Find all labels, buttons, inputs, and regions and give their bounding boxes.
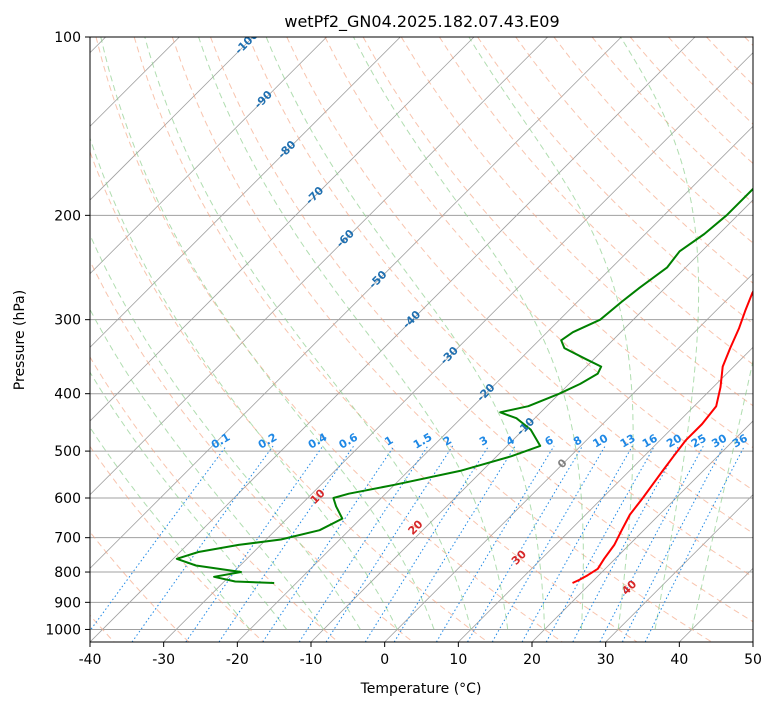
x-tick-label: -20 (226, 652, 249, 668)
moist-adiabat-line (468, 37, 634, 630)
dry-adiabat-line (90, 445, 264, 642)
moist-adiabat-line (265, 37, 546, 630)
dry-adiabat-line (95, 37, 563, 642)
mixing-ratio-line (364, 445, 490, 642)
mixing-ratio-line (325, 445, 454, 642)
y-tick-label: 700 (54, 531, 81, 547)
moist-adiabat-line (198, 37, 509, 630)
x-tick-label: -30 (152, 652, 175, 668)
y-tick-label: 600 (54, 491, 81, 507)
mixing-ratio-line (621, 445, 725, 642)
dry-adiabat-line (248, 37, 753, 578)
moist-adiabat-line (100, 37, 435, 630)
x-tick-label: 20 (523, 652, 541, 668)
moist-adiabat-line (90, 426, 251, 630)
dry-adiabat-line (133, 37, 638, 642)
y-tick-label: 100 (54, 30, 81, 46)
isotherm-line (90, 37, 548, 496)
mixing-ratio-line (644, 445, 746, 642)
mixing-ratio-line (467, 445, 584, 642)
moist-adiabat-line (620, 37, 700, 630)
isotherm-line (90, 37, 254, 201)
x-tick-label: 40 (670, 652, 688, 668)
y-tick-label: 900 (54, 595, 81, 611)
temperature-profile-line (572, 289, 753, 584)
isotherm-line (90, 37, 475, 422)
isotherm-line (384, 273, 753, 642)
isotherm-line (605, 494, 753, 642)
moist-adiabat-line (90, 233, 361, 630)
isotherm-line (90, 37, 327, 275)
dry-adiabat-line (324, 37, 753, 491)
isotherm-line (90, 37, 401, 348)
dry-adiabat-line (477, 37, 753, 325)
moist-adiabat-line (90, 136, 398, 630)
dry-adiabat-line (171, 37, 712, 642)
dry-adiabat-line (90, 259, 414, 642)
y-tick-label: 1000 (45, 622, 81, 638)
x-axis-label: Temperature (°C) (360, 681, 482, 697)
mixing-ratio-line (521, 445, 633, 642)
moist-adiabat-line (144, 37, 472, 630)
isotherm-line (90, 37, 622, 569)
y-tick-label: 800 (54, 565, 81, 581)
moist-adiabat-line (353, 37, 584, 630)
mixing-ratio-line (298, 445, 429, 642)
mixing-ratio-line (545, 445, 656, 642)
dewpoint-profile-line (175, 187, 753, 584)
dry-adiabat-line (438, 37, 753, 366)
mixing-ratio-line (131, 445, 274, 642)
plot-area: 0.1 0.2 0.4 0.6 1 1.5 2 3 4 6 8 10 13 16 20 25 30 36-100-… (90, 37, 753, 642)
x-tick-label: 50 (744, 652, 762, 668)
y-tick-label: 400 (54, 387, 81, 403)
y-tick-label: 500 (54, 444, 81, 460)
mixing-ratio-line (393, 445, 516, 642)
y-tick-label: 300 (54, 313, 81, 329)
dry-adiabat-line (286, 37, 753, 534)
isotherm-line (531, 420, 753, 642)
mixing-ratio-line (185, 445, 324, 642)
x-tick-label: -40 (79, 652, 102, 668)
axes: -40 -30 -20 -10 0 10 20 30 40 50 100 200 300 400 500 60… (45, 30, 762, 668)
x-tick-label: 30 (597, 652, 615, 668)
dry-adiabat-line (210, 37, 753, 623)
y-axis-label: Pressure (hPa) (12, 290, 28, 390)
x-tick-label: 10 (449, 652, 467, 668)
x-tick-label: 0 (380, 652, 389, 668)
isotherm-line (458, 346, 753, 642)
chart-title: wetPf2_GN04.2025.182.07.43.E09 (284, 12, 559, 32)
isotherm-line (237, 125, 753, 642)
mixing-ratio-line (262, 445, 395, 642)
moist-adiabat-line (90, 308, 324, 630)
isotherm-line (90, 37, 696, 642)
y-tick-label: 200 (54, 208, 81, 224)
moist-adiabat-line (691, 358, 753, 630)
mixing-ratio-line (435, 445, 555, 642)
moist-adiabat-line (90, 371, 288, 630)
x-tick-label: -10 (300, 652, 323, 668)
plot-frame (89, 36, 754, 643)
dry-adiabat-line (90, 356, 339, 642)
mixing-ratio-line (218, 445, 355, 642)
dry-adiabat-line (90, 150, 488, 642)
